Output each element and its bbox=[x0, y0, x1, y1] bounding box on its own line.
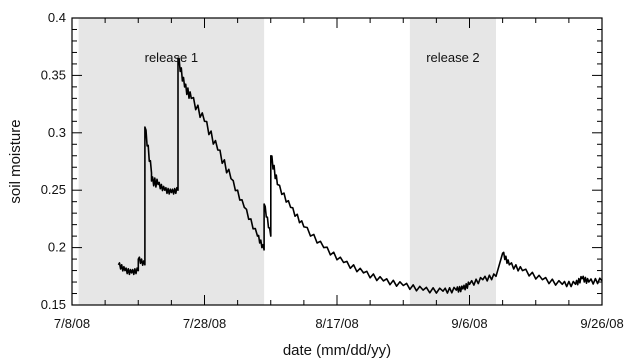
region-label-1: release 1 bbox=[145, 50, 198, 65]
y-axis-label: soil moisture bbox=[7, 119, 24, 203]
y-tick-label: 0.25 bbox=[41, 182, 66, 197]
y-tick-label: 0.4 bbox=[48, 10, 66, 25]
plot-frame bbox=[71, 17, 603, 306]
axis-ticks bbox=[71, 17, 603, 306]
x-tick-label: 7/8/08 bbox=[54, 316, 90, 331]
x-tick-label: 8/17/08 bbox=[315, 316, 358, 331]
series-layer bbox=[117, 57, 603, 294]
x-tick-label: 9/26/08 bbox=[580, 316, 623, 331]
x-tick-label: 9/6/08 bbox=[451, 316, 487, 331]
y-tick-label: 0.15 bbox=[41, 297, 66, 312]
y-tick-label: 0.3 bbox=[48, 125, 66, 140]
shaded-region-2 bbox=[409, 18, 496, 305]
shaded-regions bbox=[78, 18, 496, 305]
x-axis-label: date (mm/dd/yy) bbox=[283, 342, 391, 359]
region-label-2: release 2 bbox=[426, 50, 479, 65]
series-line-1 bbox=[117, 57, 603, 294]
y-tick-label: 0.2 bbox=[48, 240, 66, 255]
y-tick-label: 0.35 bbox=[41, 67, 66, 82]
tick-labels: release 1 release 2 7/8/08 7/28/08 8/17/08 9/… bbox=[41, 10, 624, 331]
x-tick-label: 7/28/08 bbox=[183, 316, 226, 331]
shaded-region-1 bbox=[78, 18, 265, 305]
